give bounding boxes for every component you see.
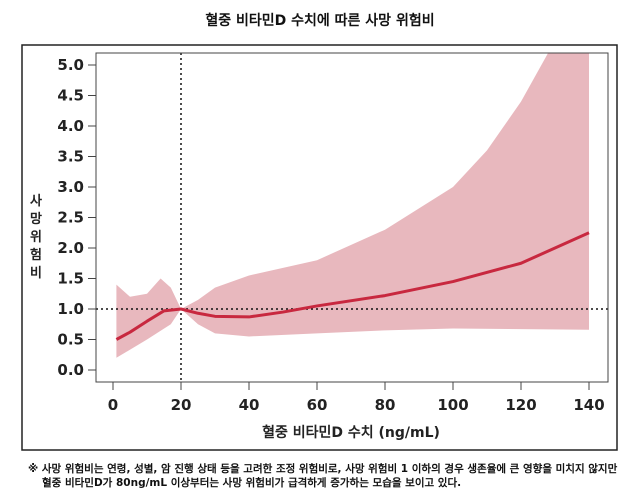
y-tick-label: 5.0 (57, 56, 84, 74)
y-axis-label-char: 험 (30, 247, 42, 263)
y-tick-label: 2.0 (57, 239, 84, 257)
plot-area (96, 53, 608, 382)
x-tick-label: 0 (108, 396, 118, 414)
x-tick-label: 100 (437, 396, 468, 414)
y-tick-label: 4.0 (57, 117, 84, 135)
x-tick-label: 140 (573, 396, 604, 414)
x-tick-label: 60 (307, 396, 328, 414)
y-axis-label-char: 망 (30, 211, 42, 227)
y-axis-label-char: 위 (30, 230, 42, 245)
y-tick-label: 0.5 (57, 331, 84, 349)
footnote-line: 혈중 비타민D가 80ng/mL 이상부터는 사망 위험비가 급격하게 증가하는… (42, 477, 462, 489)
y-tick-label: 1.0 (57, 300, 84, 318)
footnote: ※ 사망 위험비는 연령, 성별, 암 진행 상태 등을 고려한 조정 위험비로… (28, 462, 617, 490)
footnote-line: ※ 사망 위험비는 연령, 성별, 암 진행 상태 등을 고려한 조정 위험비로… (28, 463, 618, 475)
x-tick-label: 40 (239, 396, 260, 414)
x-axis-label: 혈중 비타민D 수치 (ng/mL) (262, 424, 440, 441)
x-tick-label: 20 (171, 396, 192, 414)
x-tick-label: 80 (375, 396, 396, 414)
chart-title: 혈중 비타민D 수치에 따른 사망 위험비 (205, 13, 435, 29)
y-tick-label: 2.5 (57, 209, 84, 227)
chart: 0.0 0.5 1.0 1.5 2.0 2.5 3.0 3.5 4.0 4.5 5.0 0 20 40 60… (21, 44, 618, 451)
x-tick-label: 120 (505, 396, 536, 414)
y-tick-label: 0.0 (57, 361, 84, 379)
y-tick-label: 3.5 (57, 148, 84, 166)
y-axis-label-char: 비 (30, 266, 42, 281)
y-tick-label: 1.5 (57, 270, 84, 288)
confidence-band (116, 53, 589, 358)
outer-frame (21, 44, 618, 451)
y-tick-label: 4.5 (57, 87, 84, 105)
y-tick-label: 3.0 (57, 178, 84, 196)
series-line (115, 231, 590, 341)
y-axis-label-char: 사 (30, 193, 42, 209)
